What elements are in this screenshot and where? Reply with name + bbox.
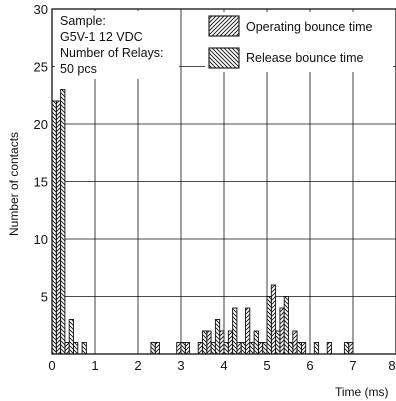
- y-tick-label-5: 30: [34, 2, 48, 17]
- y-tick-label-0: 5: [41, 290, 48, 305]
- bar-operating-8: [227, 330, 234, 355]
- bar-release-15: [262, 342, 268, 355]
- x-tick-label-5: 5: [263, 358, 270, 373]
- x-axis-label: Time (ms): [335, 385, 389, 399]
- bar-operating-16: [326, 342, 332, 355]
- legend-label-operating: Operating bounce time: [246, 20, 373, 34]
- bar-release-10: [223, 342, 229, 355]
- bar-operating-12: [270, 284, 277, 355]
- bar-release-1: [60, 89, 66, 355]
- bar-release-21: [313, 342, 320, 355]
- bar-operating-14: [292, 330, 298, 355]
- bar-release-22: [343, 342, 350, 355]
- bar-operating-6: [206, 330, 212, 355]
- bar-release-9: [214, 319, 221, 355]
- bar-release-14: [253, 330, 259, 355]
- sample-info-line-4: 50 pcs: [60, 62, 97, 76]
- y-axis-label: Number of contacts: [7, 132, 21, 236]
- bar-release-19: [288, 342, 294, 355]
- bar-release-6: [180, 342, 186, 355]
- bar-operating-7: [219, 330, 225, 355]
- bar-release-3: [73, 342, 79, 355]
- y-tick-label-2: 15: [34, 175, 48, 190]
- bar-release-13: [249, 342, 255, 355]
- x-tick-label-3: 3: [177, 358, 184, 373]
- histogram-bars: [51, 89, 354, 355]
- bar-operating-2: [154, 342, 160, 355]
- sample-info-line-3: Number of Relays:: [60, 46, 164, 60]
- bar-operating-5: [197, 342, 203, 355]
- bar-release-12: [240, 342, 246, 355]
- sample-info-background: [55, 11, 179, 79]
- bar-release-4: [81, 342, 87, 355]
- bar-operating-4: [184, 342, 191, 355]
- sample-info-line-1: Sample:: [60, 14, 106, 28]
- plot-frame: [51, 8, 396, 355]
- bar-release-5: [150, 342, 156, 355]
- bar-release-16: [266, 296, 272, 355]
- bar-operating-17: [348, 342, 354, 355]
- x-tick-label-4: 4: [220, 358, 227, 373]
- bar-operating-11: [257, 342, 264, 355]
- x-tick-label-6: 6: [306, 358, 313, 373]
- y-tick-label-4: 25: [34, 60, 48, 75]
- bar-release-8: [210, 342, 216, 355]
- y-tick-label-3: 20: [34, 117, 48, 132]
- legend-label-release: Release bounce time: [246, 51, 363, 65]
- bar-release-2: [68, 319, 74, 355]
- axis-tick-labels: 0 1 2 3 4 5 6 7 8 5 10 15 20 25 30: [34, 2, 396, 373]
- bar-operating-0: [55, 100, 62, 355]
- x-tick-label-7: 7: [349, 358, 356, 373]
- bar-release-7: [202, 330, 208, 355]
- y-tick-label-1: 10: [34, 232, 48, 247]
- bar-release-17: [275, 330, 281, 355]
- bar-operating-10: [245, 307, 251, 355]
- sample-info-line-2: G5V-1 12 VDC: [60, 30, 143, 44]
- legend-swatch-release: [208, 47, 240, 69]
- bar-operating-13: [279, 307, 285, 355]
- sample-info-box: Sample: G5V-1 12 VDC Number of Relays: 5…: [55, 11, 179, 79]
- legend: Operating bounce time Release bounce tim…: [205, 12, 393, 72]
- bar-operating-3: [176, 342, 182, 355]
- x-tick-label-2: 2: [134, 358, 141, 373]
- bar-operating-15: [300, 342, 307, 355]
- x-tick-label-0: 0: [48, 358, 55, 373]
- x-tick-label-1: 1: [91, 358, 98, 373]
- x-tick-label-8: 8: [388, 358, 395, 373]
- bar-operating-1: [64, 342, 70, 355]
- bar-release-18: [283, 296, 289, 355]
- bar-release-11: [232, 307, 238, 355]
- bar-operating-9: [236, 342, 242, 355]
- bar-release-20: [296, 342, 302, 355]
- legend-swatch-operating: [208, 15, 240, 37]
